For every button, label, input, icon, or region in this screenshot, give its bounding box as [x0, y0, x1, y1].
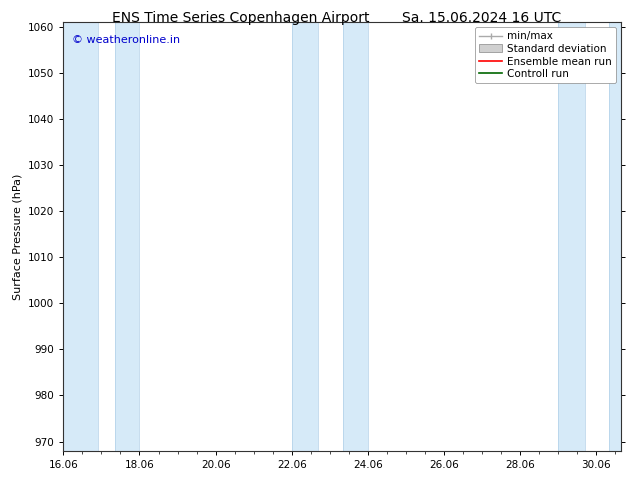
- Text: Sa. 15.06.2024 16 UTC: Sa. 15.06.2024 16 UTC: [402, 11, 562, 25]
- Bar: [609, 22, 621, 451]
- Bar: [63, 22, 98, 451]
- Legend: min/max, Standard deviation, Ensemble mean run, Controll run: min/max, Standard deviation, Ensemble me…: [475, 27, 616, 83]
- Bar: [292, 22, 318, 451]
- Bar: [343, 22, 368, 451]
- Text: ENS Time Series Copenhagen Airport: ENS Time Series Copenhagen Airport: [112, 11, 370, 25]
- Text: © weatheronline.in: © weatheronline.in: [72, 35, 180, 45]
- Y-axis label: Surface Pressure (hPa): Surface Pressure (hPa): [13, 173, 23, 299]
- Bar: [558, 22, 585, 451]
- Bar: [115, 22, 139, 451]
